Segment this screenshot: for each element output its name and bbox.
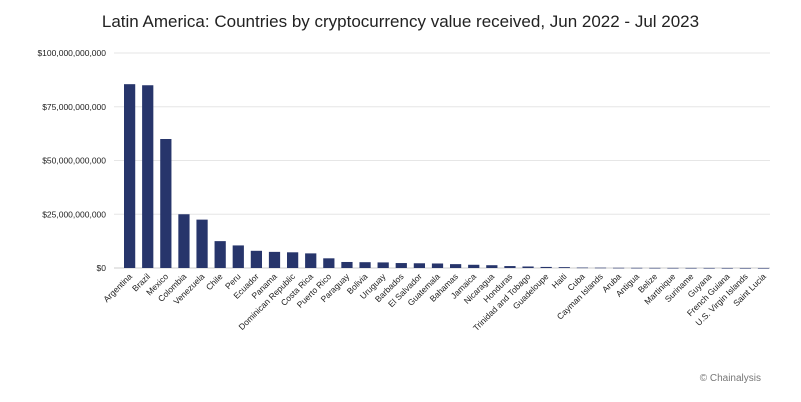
bar-paraguay (341, 261, 353, 268)
y-axis: $0 $25,000,000,000 $50,000,000,000 $75,000,… (37, 48, 106, 273)
bar-trinidad-and-tobago (522, 266, 534, 268)
bar-cuba (576, 267, 589, 269)
bar-ecuador (250, 250, 263, 268)
x-tick-label: Chile (204, 271, 225, 292)
bar-guatemala (431, 263, 444, 268)
bar-french-guiana (721, 267, 733, 269)
bar-puerto-rico (323, 258, 335, 268)
bar-bolivia (359, 262, 371, 268)
bar-aruba (613, 267, 625, 269)
bar-honduras (504, 266, 516, 268)
bar-suriname (685, 267, 697, 269)
chart-title: Latin America: Countries by cryptocurren… (101, 12, 700, 31)
y-tick-label: $0 (97, 263, 107, 273)
bar-antigua (631, 267, 643, 269)
bar-martinique (667, 267, 679, 269)
bar-colombia (178, 214, 190, 268)
bar-belize (649, 267, 661, 269)
y-tick-label: $75,000,000,000 (42, 102, 106, 112)
bar-mexico (160, 139, 172, 268)
bar-argentina (124, 84, 136, 268)
bar-costa-rica (305, 253, 317, 268)
source-credit: © Chainalysis (699, 373, 761, 384)
bar-el-salvador (413, 263, 426, 268)
gridlines (114, 52, 770, 269)
x-tick-label: Argentina (101, 271, 134, 304)
x-axis: ArgentinaBrazilMexicoColombiaVenezuelaCh… (101, 271, 768, 333)
bar-brazil (142, 85, 154, 268)
bar-haiti (558, 267, 570, 268)
bar-bahamas (450, 264, 462, 268)
y-tick-label: $100,000,000,000 (37, 48, 106, 58)
bar-dominican-republic (287, 252, 299, 268)
bar-guadeloupe (540, 266, 552, 268)
y-tick-label: $50,000,000,000 (42, 156, 106, 166)
bar-panama (268, 251, 281, 268)
bar-venezuela (196, 219, 208, 268)
bar-guyana (703, 267, 715, 269)
bar-chile (214, 241, 226, 268)
bar-cayman-islands (594, 267, 607, 269)
bar-barbados (395, 263, 407, 268)
bar-peru (232, 245, 244, 268)
bar-u-s-virgin-islands (739, 267, 752, 269)
bar-jamaica (468, 264, 480, 268)
bars (124, 84, 770, 269)
bar-saint-lucia (757, 267, 770, 269)
y-tick-label: $25,000,000,000 (42, 209, 106, 219)
bar-nicaragua (486, 265, 498, 268)
bar-uruguay (377, 262, 389, 268)
